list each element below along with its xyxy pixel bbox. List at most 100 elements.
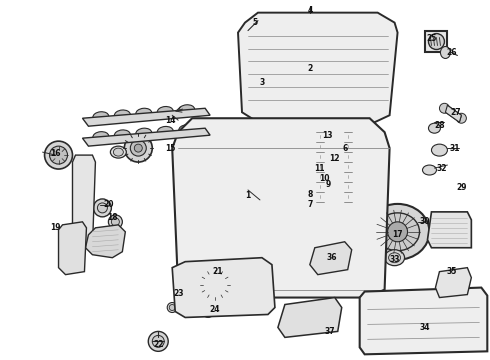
Ellipse shape [114, 130, 130, 140]
Ellipse shape [152, 336, 164, 347]
Ellipse shape [78, 236, 89, 240]
Text: 29: 29 [456, 184, 466, 193]
Text: 37: 37 [324, 327, 335, 336]
Ellipse shape [298, 310, 318, 324]
Ellipse shape [177, 270, 187, 280]
Ellipse shape [185, 294, 191, 301]
Ellipse shape [193, 267, 237, 302]
Text: 18: 18 [107, 213, 118, 222]
Text: 33: 33 [390, 255, 400, 264]
Text: 25: 25 [426, 34, 437, 43]
Ellipse shape [343, 159, 352, 165]
Ellipse shape [376, 213, 419, 251]
Ellipse shape [45, 141, 73, 169]
Text: 32: 32 [436, 163, 447, 172]
Ellipse shape [322, 250, 342, 266]
Ellipse shape [316, 169, 324, 175]
Ellipse shape [234, 283, 250, 297]
Ellipse shape [422, 165, 437, 175]
Ellipse shape [388, 222, 408, 242]
Ellipse shape [290, 306, 326, 329]
Bar [79, 167, 87, 171]
Text: 21: 21 [213, 267, 223, 276]
Bar [79, 187, 87, 191]
Ellipse shape [78, 182, 89, 186]
Ellipse shape [385, 250, 405, 266]
Bar [79, 197, 87, 201]
Ellipse shape [244, 155, 272, 175]
Ellipse shape [316, 199, 324, 205]
Ellipse shape [238, 204, 278, 232]
Ellipse shape [288, 260, 316, 280]
Ellipse shape [367, 44, 381, 54]
Bar [79, 217, 87, 221]
Ellipse shape [356, 104, 366, 112]
Ellipse shape [108, 215, 122, 229]
Ellipse shape [428, 123, 441, 133]
Polygon shape [445, 105, 462, 122]
Ellipse shape [134, 144, 142, 152]
Ellipse shape [257, 104, 267, 112]
Ellipse shape [179, 272, 185, 278]
Ellipse shape [331, 208, 359, 228]
Ellipse shape [325, 204, 365, 232]
Text: 1: 1 [245, 192, 250, 201]
Ellipse shape [296, 72, 320, 88]
Polygon shape [73, 155, 96, 248]
Ellipse shape [195, 256, 235, 284]
Text: 9: 9 [325, 180, 330, 189]
Ellipse shape [93, 132, 109, 142]
Ellipse shape [179, 125, 195, 135]
Ellipse shape [98, 203, 107, 213]
Bar [78, 182, 89, 186]
Ellipse shape [268, 75, 282, 85]
Text: 13: 13 [322, 131, 333, 140]
Ellipse shape [316, 129, 324, 135]
Ellipse shape [366, 204, 429, 260]
Polygon shape [360, 288, 488, 354]
Polygon shape [172, 258, 275, 318]
Text: 22: 22 [153, 340, 164, 349]
Polygon shape [85, 225, 125, 258]
Text: 5: 5 [252, 18, 258, 27]
Ellipse shape [316, 189, 324, 195]
Text: 27: 27 [450, 108, 461, 117]
Ellipse shape [325, 151, 365, 179]
Text: 14: 14 [165, 116, 175, 125]
Ellipse shape [111, 218, 120, 226]
Ellipse shape [183, 293, 193, 302]
Ellipse shape [209, 279, 221, 291]
Ellipse shape [244, 208, 272, 228]
Ellipse shape [343, 189, 352, 195]
Text: 7: 7 [307, 201, 313, 210]
Ellipse shape [157, 126, 173, 136]
Bar [78, 242, 89, 246]
Ellipse shape [78, 170, 89, 174]
Bar [79, 207, 87, 211]
Ellipse shape [78, 194, 89, 198]
Ellipse shape [78, 176, 89, 180]
Bar [79, 227, 87, 231]
Ellipse shape [288, 208, 316, 228]
Bar [78, 172, 89, 176]
Polygon shape [58, 222, 86, 275]
Ellipse shape [389, 253, 400, 263]
Ellipse shape [78, 242, 89, 246]
Text: 2: 2 [307, 64, 313, 73]
Ellipse shape [136, 128, 152, 138]
Text: 20: 20 [103, 201, 114, 210]
Bar [78, 222, 89, 226]
Ellipse shape [113, 148, 123, 156]
Text: 8: 8 [307, 190, 313, 199]
Ellipse shape [296, 41, 320, 57]
Ellipse shape [343, 139, 352, 145]
Ellipse shape [238, 151, 278, 179]
Ellipse shape [325, 256, 365, 284]
Text: 12: 12 [329, 154, 340, 163]
Ellipse shape [428, 33, 444, 50]
Ellipse shape [201, 208, 229, 228]
Ellipse shape [343, 129, 352, 135]
Text: 15: 15 [165, 144, 175, 153]
Ellipse shape [316, 159, 324, 165]
Ellipse shape [453, 236, 462, 244]
